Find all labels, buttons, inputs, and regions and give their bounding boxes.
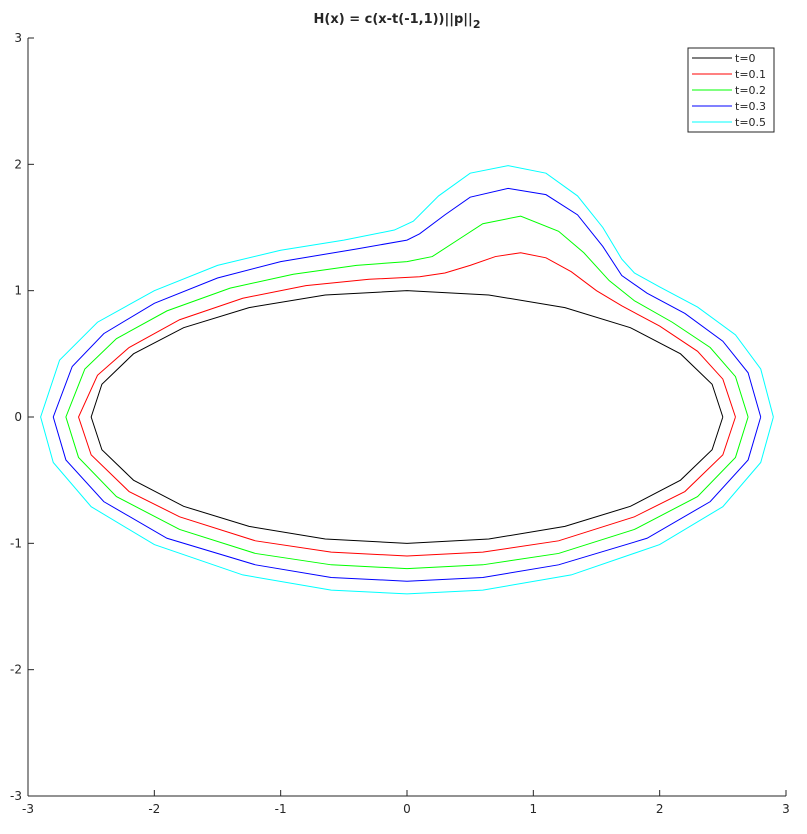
legend-label: t=0.5 [735,116,766,129]
x-tick-label: 0 [403,802,411,816]
legend-label: t=0.3 [735,100,766,113]
y-tick-label: 1 [14,284,22,298]
legend-label: t=0.1 [735,68,766,81]
series-line [90,290,724,544]
title-subscript: 2 [473,18,481,31]
series-line [77,252,736,557]
y-tick-label: -2 [10,663,22,677]
x-tick-label: -3 [22,802,34,816]
x-tick-label: -1 [275,802,287,816]
y-tick-label: -1 [10,536,22,550]
y-tick-label: -3 [10,789,22,803]
legend-label: t=0 [735,52,756,65]
series-line [65,215,749,570]
x-tick-label: 3 [782,802,790,816]
legend-label: t=0.2 [735,84,766,97]
title-main: H(x) = c(x-t(-1,1))||p|| [314,12,473,27]
y-tick-label: 0 [14,410,22,424]
x-tick-label: 1 [530,802,538,816]
x-tick-label: 2 [656,802,664,816]
series-line [52,187,762,582]
x-tick-label: -2 [148,802,160,816]
y-tick-label: 3 [14,31,22,45]
y-tick-label: 2 [14,157,22,171]
chart-title: H(x) = c(x-t(-1,1))||p||2 [314,12,481,31]
series-line [40,165,774,595]
